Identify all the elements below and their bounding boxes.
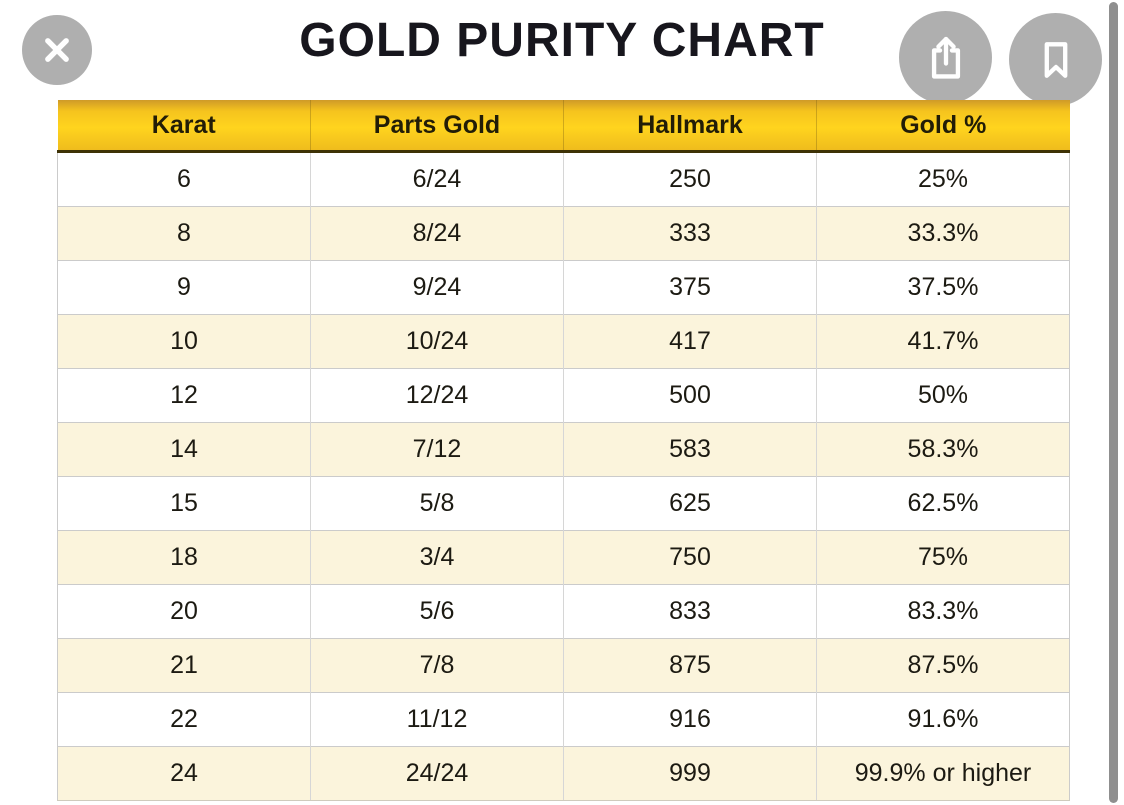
table-cell: 583 xyxy=(563,422,817,477)
scrollbar-thumb[interactable] xyxy=(1109,2,1118,803)
table-cell: 83.3% xyxy=(816,584,1070,639)
table-header: Karat Parts Gold Hallmark Gold % xyxy=(57,100,1070,153)
table-cell: 375 xyxy=(563,260,817,315)
table-cell: 3/4 xyxy=(310,530,564,585)
table-cell: 417 xyxy=(563,314,817,369)
table-row: 24 24/24 999 99.9% or higher xyxy=(57,746,1070,801)
table-cell: 21 xyxy=(57,638,311,693)
bookmark-button[interactable] xyxy=(1009,13,1102,106)
table-row: 21 7/8 875 87.5% xyxy=(57,638,1070,693)
column-header-parts-gold: Parts Gold xyxy=(310,100,564,153)
bookmark-icon xyxy=(1030,34,1082,86)
table-cell: 11/12 xyxy=(310,692,564,747)
table-cell: 5/8 xyxy=(310,476,564,531)
table-cell: 6 xyxy=(57,151,311,207)
column-header-hallmark: Hallmark xyxy=(563,100,817,153)
close-icon xyxy=(37,30,77,70)
table-cell: 9 xyxy=(57,260,311,315)
table-row: 20 5/6 833 83.3% xyxy=(57,584,1070,639)
table-cell: 333 xyxy=(563,206,817,261)
table-cell: 875 xyxy=(563,638,817,693)
table-cell: 50% xyxy=(816,368,1070,423)
table-cell: 91.6% xyxy=(816,692,1070,747)
table-row: 6 6/24 250 25% xyxy=(57,151,1070,207)
table-row: 18 3/4 750 75% xyxy=(57,530,1070,585)
table-cell: 14 xyxy=(57,422,311,477)
table-cell: 916 xyxy=(563,692,817,747)
table-cell: 58.3% xyxy=(816,422,1070,477)
table-cell: 6/24 xyxy=(310,151,564,207)
table-cell: 75% xyxy=(816,530,1070,585)
table-cell: 87.5% xyxy=(816,638,1070,693)
table-cell: 625 xyxy=(563,476,817,531)
column-header-karat: Karat xyxy=(57,100,311,153)
table-row: 10 10/24 417 41.7% xyxy=(57,314,1070,369)
table-cell: 20 xyxy=(57,584,311,639)
table-cell: 10/24 xyxy=(310,314,564,369)
table-body: 6 6/24 250 25% 8 8/24 333 33.3% 9 9/24 375 37.5% 10 1… xyxy=(57,151,1070,801)
page-title: GOLD PURITY CHART xyxy=(299,14,825,67)
table-cell: 18 xyxy=(57,530,311,585)
table-cell: 8 xyxy=(57,206,311,261)
table-cell: 37.5% xyxy=(816,260,1070,315)
table-cell: 15 xyxy=(57,476,311,531)
table-cell: 999 xyxy=(563,746,817,801)
gold-purity-table: Karat Parts Gold Hallmark Gold % 6 6/24 25… xyxy=(57,100,1070,801)
table-cell: 33.3% xyxy=(816,206,1070,261)
table-cell: 12 xyxy=(57,368,311,423)
table-row: 9 9/24 375 37.5% xyxy=(57,260,1070,315)
table-cell: 7/12 xyxy=(310,422,564,477)
table-row: 14 7/12 583 58.3% xyxy=(57,422,1070,477)
share-icon xyxy=(920,32,972,84)
table-cell: 12/24 xyxy=(310,368,564,423)
table-cell: 5/6 xyxy=(310,584,564,639)
table-cell: 10 xyxy=(57,314,311,369)
table-cell: 500 xyxy=(563,368,817,423)
table-cell: 250 xyxy=(563,151,817,207)
table-cell: 41.7% xyxy=(816,314,1070,369)
table-cell: 833 xyxy=(563,584,817,639)
table-row: 8 8/24 333 33.3% xyxy=(57,206,1070,261)
column-header-gold-percent: Gold % xyxy=(816,100,1070,153)
table-cell: 62.5% xyxy=(816,476,1070,531)
table-row: 12 12/24 500 50% xyxy=(57,368,1070,423)
table-cell: 750 xyxy=(563,530,817,585)
table-cell: 22 xyxy=(57,692,311,747)
close-button[interactable] xyxy=(22,15,92,85)
table-cell: 24/24 xyxy=(310,746,564,801)
table-cell: 25% xyxy=(816,151,1070,207)
table-cell: 99.9% or higher xyxy=(816,746,1070,801)
share-button[interactable] xyxy=(899,11,992,104)
gold-purity-table-container: Karat Parts Gold Hallmark Gold % 6 6/24 25… xyxy=(57,100,1070,801)
table-cell: 8/24 xyxy=(310,206,564,261)
table-cell: 24 xyxy=(57,746,311,801)
table-cell: 9/24 xyxy=(310,260,564,315)
table-row: 22 11/12 916 91.6% xyxy=(57,692,1070,747)
table-header-row: Karat Parts Gold Hallmark Gold % xyxy=(57,100,1070,153)
table-row: 15 5/8 625 62.5% xyxy=(57,476,1070,531)
table-cell: 7/8 xyxy=(310,638,564,693)
